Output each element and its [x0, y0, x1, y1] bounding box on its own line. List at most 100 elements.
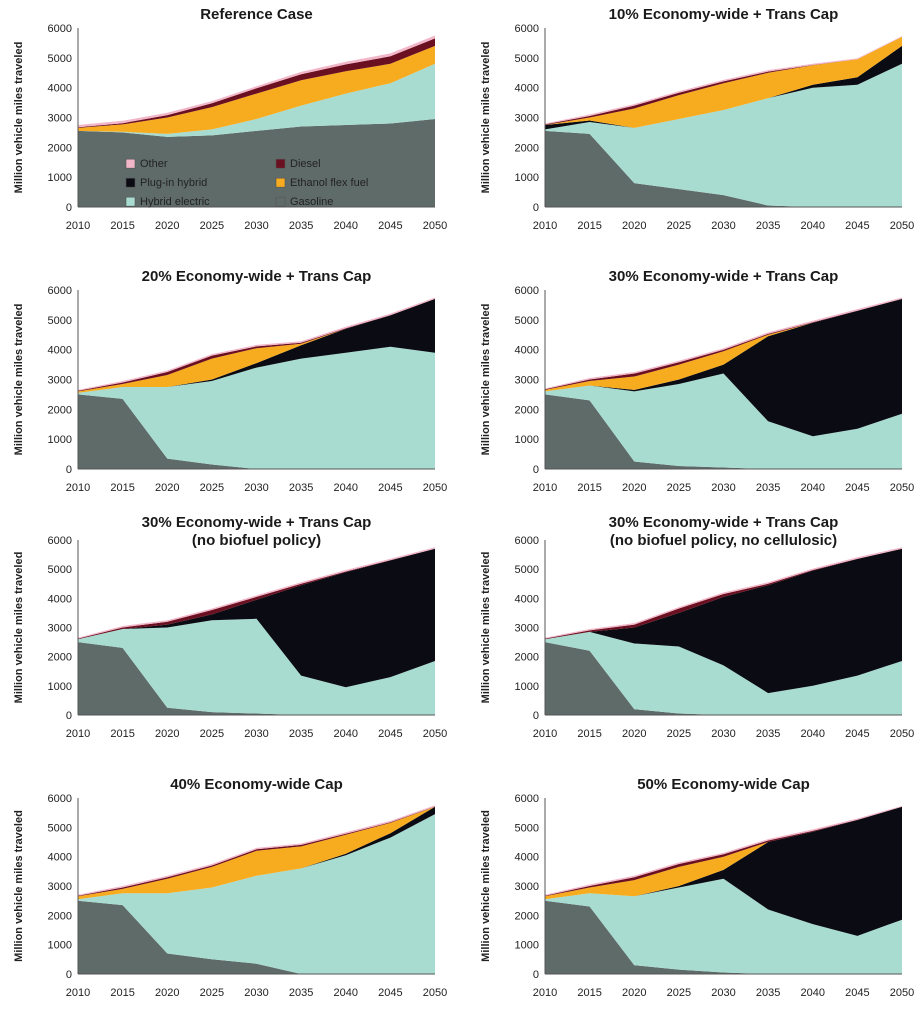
x-tick-label: 2015 — [110, 482, 134, 494]
y-tick-label: 2000 — [48, 142, 72, 154]
x-tick-label: 2015 — [110, 220, 134, 232]
x-tick-label: 2010 — [66, 220, 90, 232]
x-tick-label: 2015 — [110, 728, 134, 740]
area-series-gasoline — [545, 900, 902, 974]
x-tick-label: 2035 — [289, 728, 313, 740]
y-tick-label: 2000 — [48, 652, 72, 664]
area-chart: 10% Economy-wide + Trans Cap 0 1000 2000 300… — [480, 6, 914, 232]
area-chart: 30% Economy-wide + Trans Cap(no biofuel … — [13, 514, 447, 740]
y-tick-label: 6000 — [515, 285, 539, 297]
chart-title: 30% Economy-wide + Trans Cap — [142, 514, 372, 531]
y-tick-label: 1000 — [515, 681, 539, 693]
x-tick-label: 2040 — [801, 728, 825, 740]
legend-label: Hybrid electric — [140, 196, 210, 208]
y-tick-label: 0 — [66, 202, 72, 214]
x-tick-label: 2045 — [845, 482, 869, 494]
x-tick-label: 2010 — [533, 987, 557, 999]
y-tick-label: 1000 — [48, 434, 72, 446]
x-tick-label: 2050 — [423, 728, 447, 740]
x-tick-label: 2025 — [667, 220, 691, 232]
y-tick-label: 0 — [533, 202, 539, 214]
x-tick-label: 2040 — [801, 987, 825, 999]
x-tick-label: 2045 — [378, 728, 402, 740]
area-series-hybrid-electric — [545, 878, 902, 974]
area-series-hybrid-electric — [78, 618, 435, 715]
area-series-other — [78, 547, 435, 639]
x-tick-label: 2025 — [667, 482, 691, 494]
y-axis-label: Million vehicle miles traveled — [480, 304, 492, 456]
y-tick-label: 2000 — [48, 910, 72, 922]
y-tick-label: 5000 — [48, 53, 72, 65]
x-tick-label: 2010 — [66, 482, 90, 494]
x-tick-label: 2040 — [334, 987, 358, 999]
y-tick-label: 4000 — [515, 593, 539, 605]
area-chart: 50% Economy-wide Cap 0 1000 2000 3000 4000 500… — [480, 776, 914, 999]
chart-subtitle: (no biofuel policy, no cellulosic) — [610, 532, 837, 549]
y-tick-label: 3000 — [515, 113, 539, 125]
y-axis-label: Million vehicle miles traveled — [13, 552, 25, 704]
x-tick-label: 2030 — [244, 220, 268, 232]
area-series-plug-in-hybrid — [78, 548, 435, 688]
y-axis-label: Million vehicle miles traveled — [13, 42, 25, 194]
y-tick-label: 2000 — [515, 652, 539, 664]
area-series-plug-in-hybrid — [545, 298, 902, 437]
x-tick-label: 2045 — [845, 987, 869, 999]
area-series-hybrid-electric — [78, 346, 435, 469]
x-tick-label: 2050 — [423, 220, 447, 232]
x-tick-label: 2010 — [533, 220, 557, 232]
y-tick-label: 2000 — [48, 404, 72, 416]
chart-subtitle: (no biofuel policy) — [192, 532, 321, 549]
y-tick-label: 5000 — [48, 564, 72, 576]
y-axis-label: Million vehicle miles traveled — [480, 810, 492, 962]
legend-swatch — [125, 158, 136, 169]
area-series-gasoline — [545, 394, 902, 469]
x-tick-label: 2030 — [711, 987, 735, 999]
x-tick-label: 2040 — [334, 728, 358, 740]
chart-title: 30% Economy-wide + Trans Cap — [609, 514, 839, 531]
x-tick-label: 2015 — [577, 728, 601, 740]
x-tick-label: 2015 — [577, 482, 601, 494]
legend-swatch — [125, 196, 136, 207]
x-tick-label: 2035 — [289, 987, 313, 999]
y-tick-label: 6000 — [48, 793, 72, 805]
x-tick-label: 2040 — [801, 482, 825, 494]
x-tick-label: 2035 — [756, 987, 780, 999]
y-tick-label: 3000 — [48, 113, 72, 125]
area-series-other — [545, 805, 902, 896]
chart-title: Reference Case — [200, 6, 313, 23]
x-tick-label: 2030 — [711, 220, 735, 232]
x-tick-label: 2030 — [244, 728, 268, 740]
x-tick-label: 2050 — [890, 728, 914, 740]
x-tick-label: 2045 — [378, 220, 402, 232]
y-tick-label: 4000 — [48, 345, 72, 357]
y-tick-label: 3000 — [48, 881, 72, 893]
y-tick-label: 1000 — [48, 681, 72, 693]
x-tick-label: 2010 — [66, 987, 90, 999]
x-tick-label: 2020 — [155, 728, 179, 740]
area-series-hybrid-electric — [78, 814, 435, 974]
area-chart: 20% Economy-wide + Trans Cap 0 1000 2000 300… — [13, 268, 447, 494]
x-tick-label: 2050 — [423, 987, 447, 999]
x-tick-label: 2035 — [756, 482, 780, 494]
y-tick-label: 5000 — [515, 53, 539, 65]
legend-label: Plug-in hybrid — [140, 177, 207, 189]
area-series-gasoline — [78, 119, 435, 207]
y-tick-label: 3000 — [515, 623, 539, 635]
y-tick-label: 0 — [533, 710, 539, 722]
x-tick-label: 2025 — [667, 987, 691, 999]
y-tick-label: 6000 — [48, 535, 72, 547]
area-series-other — [545, 297, 902, 390]
x-tick-label: 2050 — [890, 220, 914, 232]
chart-title: 50% Economy-wide Cap — [637, 776, 810, 793]
y-tick-label: 5000 — [48, 822, 72, 834]
y-tick-label: 4000 — [48, 852, 72, 864]
y-tick-label: 1000 — [48, 172, 72, 184]
area-chart: 40% Economy-wide Cap 0 1000 2000 3000 4000 500… — [13, 776, 447, 999]
x-tick-label: 2020 — [155, 987, 179, 999]
x-tick-label: 2025 — [200, 482, 224, 494]
y-tick-label: 3000 — [48, 375, 72, 387]
y-tick-label: 3000 — [48, 623, 72, 635]
y-axis-label: Million vehicle miles traveled — [13, 810, 25, 962]
y-tick-label: 5000 — [48, 315, 72, 327]
